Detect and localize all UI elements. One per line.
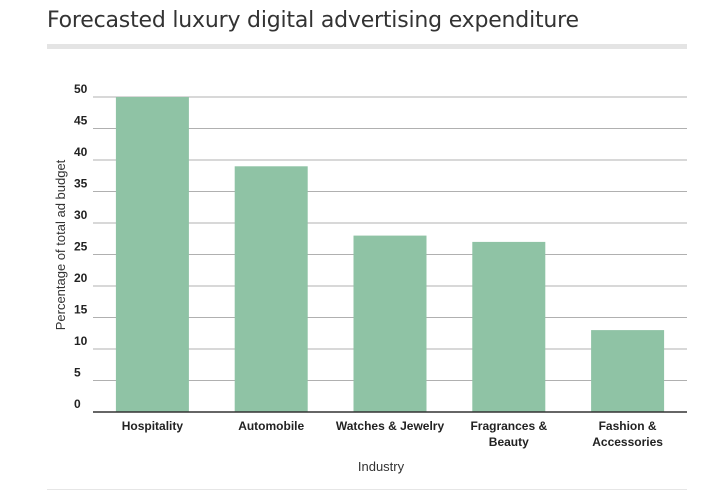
chart-title: Forecasted luxury digital advertising ex… <box>47 8 579 33</box>
x-tick-label-line: Automobile <box>238 419 304 433</box>
bars <box>115 97 665 412</box>
bottom-divider <box>47 489 687 490</box>
y-tick-label: 0 <box>74 397 81 411</box>
x-tick-label: Watches & Jewelry <box>336 419 445 433</box>
bar <box>591 330 665 412</box>
y-tick-label: 35 <box>74 177 88 191</box>
x-tick-label-line: Watches & Jewelry <box>336 419 445 433</box>
x-tick-label-line: Hospitality <box>122 419 184 433</box>
x-tick-label: Automobile <box>238 419 304 433</box>
title-divider <box>47 44 687 49</box>
y-tick-label: 25 <box>74 240 88 254</box>
x-tick-label-line: Fashion & <box>599 419 657 433</box>
y-tick-label: 15 <box>74 303 88 317</box>
y-tick-label: 50 <box>74 82 88 96</box>
y-tick-label: 5 <box>74 366 81 380</box>
x-tick-label-line: Beauty <box>489 435 529 449</box>
y-tick-label: 10 <box>74 334 88 348</box>
y-tick-label: 45 <box>74 114 88 128</box>
bar <box>234 166 308 412</box>
x-tick-label-line: Accessories <box>592 435 663 449</box>
x-axis-title: Industry <box>358 459 405 474</box>
y-tick-labels: 0 5 10 15 20 25 30 35 40 45 50 <box>74 82 88 411</box>
bar <box>472 241 546 412</box>
x-tick-label: Fashion & Accessories <box>592 419 663 449</box>
y-tick-label: 40 <box>74 145 88 159</box>
x-tick-label: Fragrances & Beauty <box>470 419 547 449</box>
grid-lines <box>93 96 687 381</box>
bar <box>115 97 189 412</box>
y-tick-label: 30 <box>74 208 88 222</box>
x-tick-label: Hospitality <box>122 419 184 433</box>
x-tick-label-line: Fragrances & <box>470 419 547 433</box>
y-axis-title: Percentage of total ad budget <box>53 159 68 330</box>
y-tick-label: 20 <box>74 271 88 285</box>
x-tick-labels: Hospitality Automobile Watches & Jewelry Fr… <box>122 419 664 449</box>
bar <box>353 235 427 412</box>
